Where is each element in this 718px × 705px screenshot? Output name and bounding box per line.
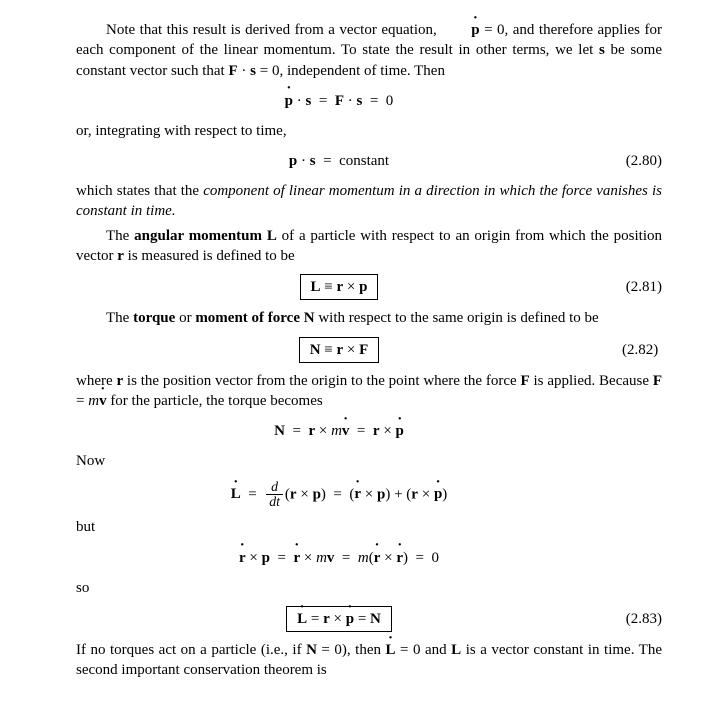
equation-2-83: L = r × p = N (2.83) — [76, 606, 662, 632]
eqnum-2-82: (2.82) — [602, 340, 662, 360]
paragraph-so: so — [76, 578, 662, 598]
equation-rdot-cross-p: r × p = r × mv = m(r × r) = 0 — [76, 546, 662, 570]
eqnum-2-81: (2.81) — [602, 277, 662, 297]
eqnum-2-83: (2.83) — [602, 609, 662, 629]
paragraph-now: Now — [76, 451, 662, 471]
text: which states that the — [76, 183, 203, 199]
paragraph-torque-becomes: where r is the position vector from the … — [76, 371, 662, 412]
paragraph-integrate: or, integrating with respect to time, — [76, 121, 662, 141]
equation-Ldot-expand: L = ddt(r × p) = (r × p) + (r × p) — [76, 480, 662, 510]
page: Note that this result is derived from a … — [0, 0, 718, 705]
paragraph-but: but — [76, 517, 662, 537]
equation-2-81: L ≡ r × p (2.81) — [76, 274, 662, 300]
paragraph-angular-momentum: The angular momentum L of a particle wit… — [76, 226, 662, 267]
paragraph-conservation: If no torques act on a particle (i.e., i… — [76, 640, 662, 681]
equation-N-rxp: N = r × mv = r × p — [76, 419, 662, 443]
paragraph-intro: Note that this result is derived from a … — [76, 20, 662, 81]
paragraph-momentum-statement: which states that the component of linea… — [76, 181, 662, 222]
equation-pdot-s: p · s = F · s = 0 — [76, 89, 662, 113]
eqnum-2-80: (2.80) — [602, 151, 662, 171]
paragraph-torque: The torque or moment of force N with res… — [76, 308, 662, 328]
equation-2-80: p · s = constant (2.80) — [76, 149, 662, 173]
equation-2-82: N ≡ r × F (2.82) — [76, 337, 662, 363]
